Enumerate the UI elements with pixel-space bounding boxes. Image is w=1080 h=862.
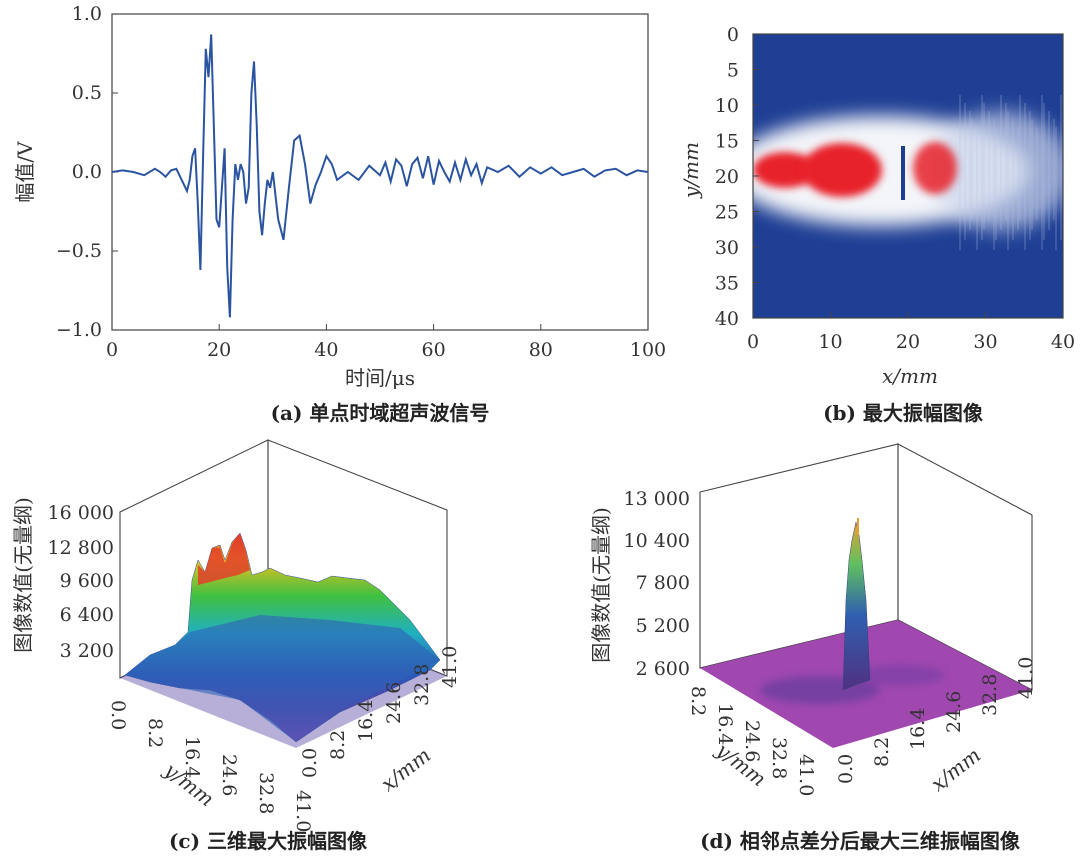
panel-b-heatmap bbox=[753, 34, 1063, 318]
panel-c-ticks: 16 000 12 800 9 600 6 400 3 200 0.0 8.2 16.4 24.… bbox=[48, 502, 461, 832]
panel-b-ytick-label: 15 bbox=[715, 131, 739, 153]
panel-a: 0 20 40 60 80 100 1.0 0.5 0.0 −0.5 −1.0 时间/μs 幅值/V… bbox=[13, 3, 666, 425]
panel-d-ytick-label: 32.8 bbox=[768, 737, 790, 779]
panel-c-ytick-label: 24.6 bbox=[218, 754, 240, 796]
panel-b-xtick-label: 0 bbox=[747, 331, 759, 353]
panel-d-ytick-label: 41.0 bbox=[795, 754, 817, 796]
panel-c-ytick-label: 32.8 bbox=[255, 772, 277, 814]
panel-d-ztick-label: 7 800 bbox=[636, 572, 690, 594]
panel-b-streaks bbox=[959, 95, 1062, 250]
panel-b-ytick-label: 35 bbox=[715, 273, 739, 295]
panel-c-xtick-label: 8.2 bbox=[327, 730, 349, 760]
panel-b-xtick-label: 10 bbox=[818, 331, 842, 353]
panel-b-ytick-label: 30 bbox=[715, 237, 739, 259]
panel-b-ytick-label: 5 bbox=[727, 60, 739, 82]
panel-d-ytick-label: 8.2 bbox=[687, 686, 709, 716]
panel-a-xtick-label: 40 bbox=[314, 339, 338, 361]
panel-d-xlabel: x/mm bbox=[926, 743, 985, 796]
panel-c-caption: (c) 三维最大振幅图像 bbox=[169, 829, 368, 853]
panel-b: 0 10 20 30 40 0 5 10 15 20 25 30 35 40 x/mm y/mm (b) … bbox=[679, 24, 1075, 425]
panel-a-axes bbox=[111, 13, 649, 331]
panel-c-ztick-label: 3 200 bbox=[60, 640, 114, 662]
panel-c-lower-band bbox=[125, 615, 440, 742]
panel-c-xtick-label: 16.4 bbox=[355, 700, 377, 742]
panel-b-ytick-label: 25 bbox=[715, 202, 739, 224]
panel-d-zlabel: 图像数值(无量纲) bbox=[589, 507, 613, 663]
panel-a-ytick-label: −1.0 bbox=[56, 319, 102, 341]
panel-a-ytick-label: −0.5 bbox=[56, 240, 102, 262]
panel-c-ztick-label: 9 600 bbox=[60, 570, 114, 592]
panel-b-xtick-label: 30 bbox=[973, 331, 997, 353]
panel-b-ytick-label: 20 bbox=[715, 166, 739, 188]
panel-a-xtick-label: 100 bbox=[630, 339, 666, 361]
panel-c-xtick-label: 24.6 bbox=[383, 682, 405, 724]
panel-b-caption: (b) 最大振幅图像 bbox=[823, 401, 984, 425]
panel-d-ytick-label: 24.6 bbox=[741, 720, 763, 762]
panel-c-peaks bbox=[198, 533, 250, 585]
panel-d-ztick-label: 2 600 bbox=[636, 658, 690, 680]
panel-d-caption: (d) 相邻点差分后最大三维振幅图像 bbox=[700, 829, 1021, 853]
panel-a-ticks: 0 20 40 60 80 100 1.0 0.5 0.0 −0.5 −1.0 bbox=[56, 3, 666, 361]
panel-d-ztick-label: 5 200 bbox=[636, 615, 690, 637]
panel-a-ytick-label: 1.0 bbox=[72, 3, 102, 25]
panel-b-xtick-label: 20 bbox=[896, 331, 920, 353]
panel-b-ytick-label: 10 bbox=[715, 95, 739, 117]
panel-d-spike bbox=[842, 521, 871, 691]
panel-d-floor-shadow-2 bbox=[855, 665, 945, 685]
panel-d-xtick-label: 16.4 bbox=[907, 708, 929, 750]
panel-a-ytick-label: 0.5 bbox=[72, 82, 102, 104]
panel-a-ytick-label: 0.0 bbox=[72, 161, 102, 183]
panel-c-ytick-label: 0.0 bbox=[107, 700, 129, 730]
panel-d-ztick-label: 13 000 bbox=[624, 488, 690, 510]
panel-c-ytick-label: 16.4 bbox=[181, 736, 203, 778]
panel-a-xtick-label: 20 bbox=[207, 339, 231, 361]
panel-a-caption: (a) 单点时域超声波信号 bbox=[271, 401, 490, 425]
panel-d-xtick-label: 41.0 bbox=[1015, 657, 1037, 699]
panel-a-xtick-label: 0 bbox=[106, 339, 118, 361]
panel-d-xtick-label: 32.8 bbox=[979, 674, 1001, 716]
panel-b-ticks: 0 10 20 30 40 0 5 10 15 20 25 30 35 40 bbox=[715, 24, 1075, 353]
panel-a-xtick-label: 80 bbox=[529, 339, 553, 361]
panel-a-signal-line bbox=[111, 34, 649, 318]
panel-a-xtick-label: 60 bbox=[422, 339, 446, 361]
panel-c-ytick-label: 41.0 bbox=[292, 790, 314, 832]
panel-c-zlabel: 图像数值(无量纲) bbox=[11, 497, 35, 653]
panel-b-ytick-label: 40 bbox=[715, 308, 739, 330]
panel-c-xtick-label: 41.0 bbox=[439, 646, 461, 688]
panel-d-ztick-label: 10 400 bbox=[624, 530, 690, 552]
panel-d-xtick-label: 8.2 bbox=[871, 737, 893, 767]
panel-a-xlabel: 时间/μs bbox=[345, 366, 415, 390]
panel-c: 16 000 12 800 9 600 6 400 3 200 0.0 8.2 16.4 24.… bbox=[11, 439, 461, 853]
panel-c-xtick-label: 32.8 bbox=[411, 664, 433, 706]
panel-c-xlabel: x/mm bbox=[376, 743, 435, 796]
panel-b-ytick-label: 0 bbox=[727, 24, 739, 46]
panel-b-xtick-label: 40 bbox=[1051, 331, 1075, 353]
panel-d-xtick-label: 24.6 bbox=[943, 691, 965, 733]
panel-a-ylabel: 幅值/V bbox=[13, 141, 37, 203]
panel-d-ytick-label: 16.4 bbox=[714, 703, 736, 745]
panel-c-ztick-label: 6 400 bbox=[60, 604, 114, 626]
panel-d-xtick-label: 0.0 bbox=[835, 754, 857, 784]
panel-c-xtick-label: 0.0 bbox=[299, 748, 321, 778]
panel-c-ytick-label: 8.2 bbox=[144, 718, 166, 748]
panel-b-xlabel: x/mm bbox=[882, 364, 938, 388]
panel-b-ylabel: y/mm bbox=[679, 142, 703, 199]
panel-c-ztick-label: 12 800 bbox=[48, 537, 114, 559]
panel-c-ztick-label: 16 000 bbox=[48, 502, 114, 524]
